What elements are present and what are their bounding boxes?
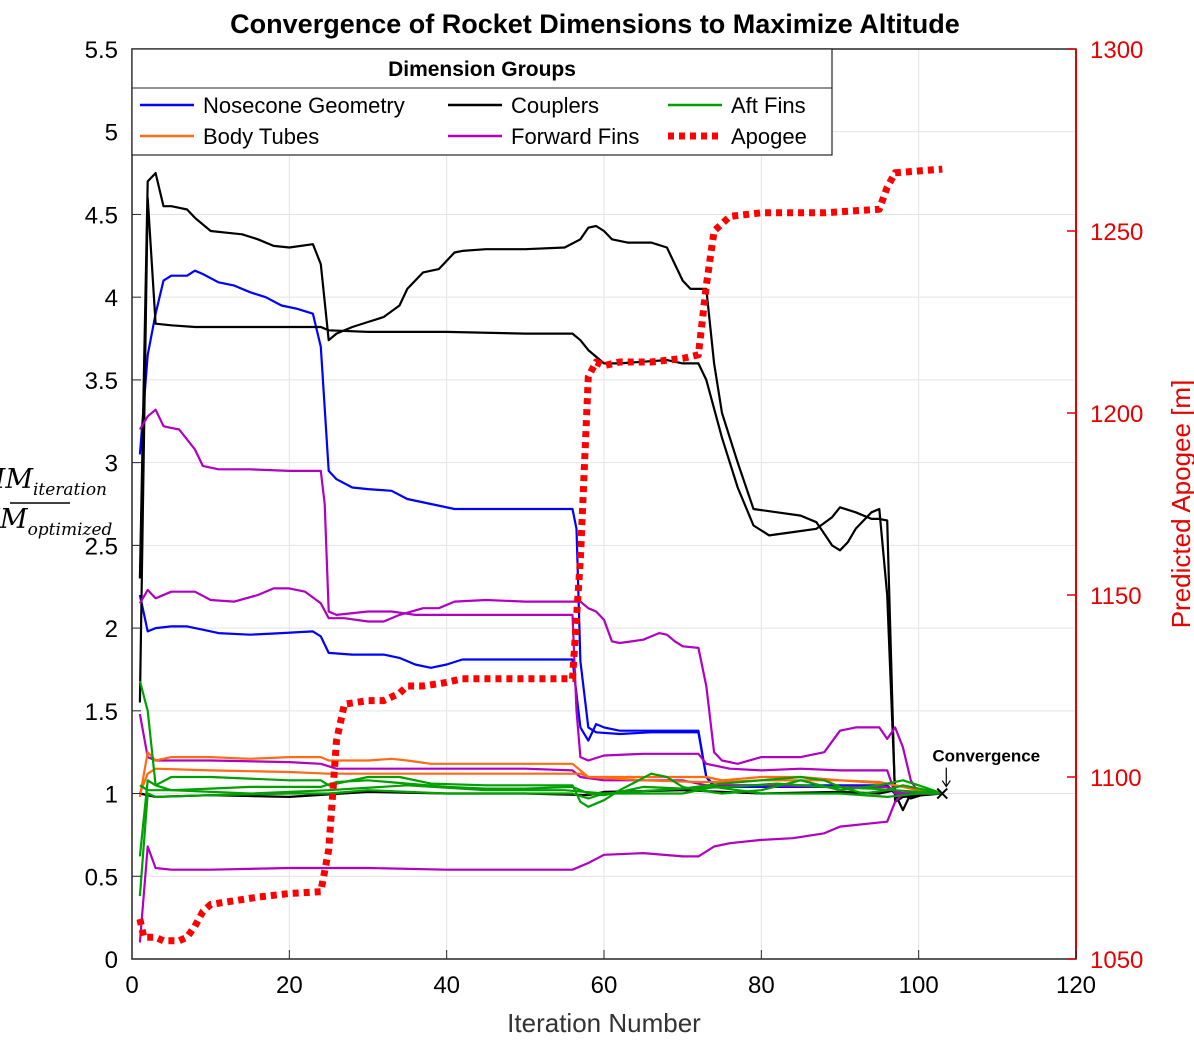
y-left-tick-label: 0 — [105, 947, 118, 974]
convergence-annotation: Convergence — [932, 747, 1040, 800]
legend-label-aft-fins: Aft Fins — [731, 93, 806, 118]
legend-label-apogee: Apogee — [731, 124, 807, 149]
x-tick-label: 20 — [276, 972, 303, 999]
y-left-tick-label: 4.5 — [85, 202, 118, 229]
x-tick-label: 80 — [748, 972, 775, 999]
y-right-tick-label: 1150 — [1090, 583, 1142, 610]
convergence-marker — [936, 787, 948, 800]
ylabel-denominator-sub: optimized — [28, 520, 113, 540]
series-line-aft-fins-13 — [138, 785, 943, 897]
series-line-couplers-2 — [138, 172, 943, 812]
y-axis-right-label: Predicted Apogee [m] — [1166, 380, 1194, 629]
y-left-tick-label: 5 — [105, 120, 118, 147]
x-axis-label: Iteration Number — [507, 1008, 701, 1038]
series-line-aft-fins-12 — [138, 772, 943, 857]
series-line-forward-fins-5 — [138, 408, 943, 795]
ylabel-numerator-sub: iteration — [33, 480, 107, 500]
y-left-tick-label: 3.5 — [85, 368, 118, 395]
series-line-apogee-15 — [136, 165, 943, 945]
y-left-tick-label: 3 — [105, 451, 118, 478]
y-left-tick-label: 2.5 — [85, 533, 118, 560]
y-left-tick-label: 5.5 — [85, 37, 118, 64]
x-tick-label: 100 — [899, 972, 939, 999]
y-right-tick-label: 1300 — [1090, 37, 1143, 64]
y-left-tick-label: 0.5 — [85, 864, 118, 891]
series-line-forward-fins-6 — [138, 587, 943, 795]
x-tick-label: 0 — [125, 972, 138, 999]
series-line-body-tubes-10 — [138, 767, 943, 795]
ylabel-denominator: DIM — [0, 504, 29, 535]
legend-title: Dimension Groups — [388, 58, 576, 81]
legend-label-couplers: Couplers — [511, 93, 599, 118]
x-tick-label: 60 — [591, 972, 618, 999]
annotation-label: Convergence — [932, 747, 1040, 766]
series-line-forward-fins-8 — [138, 792, 943, 943]
annotation-arrow-head — [941, 780, 951, 788]
legend: Dimension Groups Nosecone Geometry Couple… — [131, 48, 833, 156]
svg-text:DIMiteration: DIMiteration — [0, 464, 107, 500]
y-axis-right-ticks: 1050 1100 1150 1200 1250 1300 — [1067, 37, 1143, 974]
legend-label-nosecone-geometry: Nosecone Geometry — [203, 93, 405, 118]
y-left-tick-label: 1.5 — [85, 699, 118, 726]
svg-text:DIMoptimized: DIMoptimized — [0, 504, 113, 540]
x-tick-label: 120 — [1056, 972, 1096, 999]
data-series — [136, 165, 943, 945]
y-right-tick-label: 1100 — [1090, 765, 1142, 792]
y-right-tick-label: 1200 — [1090, 401, 1143, 428]
y-left-tick-label: 1 — [105, 782, 118, 809]
legend-label-forward-fins: Forward Fins — [511, 124, 639, 149]
y-right-tick-label: 1250 — [1090, 219, 1143, 246]
y-right-tick-label: 1050 — [1090, 947, 1143, 974]
y-left-tick-label: 2 — [105, 616, 118, 643]
y-axis-left-label: DIMiteration DIMoptimized — [0, 464, 113, 540]
y-axis-left-ticks: 0 0.5 1 1.5 2 2.5 3 3.5 4 4.5 5 5.5 — [85, 37, 141, 974]
x-axis-ticks: 0 20 40 60 80 100 120 — [125, 950, 1096, 999]
y-left-tick-label: 4 — [105, 285, 118, 312]
x-tick-label: 40 — [433, 972, 460, 999]
ylabel-numerator: DIM — [0, 464, 34, 495]
chart-title: Convergence of Rocket Dimensions to Maxi… — [230, 9, 960, 39]
legend-label-body-tubes: Body Tubes — [203, 124, 319, 149]
series-line-aft-fins-14 — [139, 782, 943, 795]
